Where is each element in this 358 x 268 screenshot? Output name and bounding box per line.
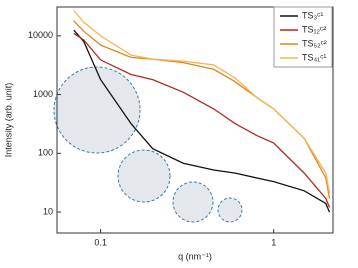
y-axis-label: Intensity (arb. unit)	[3, 83, 13, 158]
series-line	[73, 32, 331, 208]
y-tick-label: 100	[38, 148, 53, 158]
legend-label: TS₄₁ᶜ¹	[302, 52, 326, 62]
legend-label: TS₅₂ᶜ²	[302, 38, 327, 48]
y-tick-label: 10	[43, 206, 53, 216]
series-line	[73, 29, 331, 213]
y-tick-label: 10000	[28, 30, 53, 40]
x-tick-label: 0.1	[94, 237, 107, 247]
y-tick-label: 1000	[33, 89, 53, 99]
legend-label: TS₁₂ᶜ²	[302, 24, 326, 34]
legend-label: TS₃ᶜ¹	[302, 10, 323, 20]
illustrations	[53, 66, 243, 223]
legend-box	[273, 6, 333, 68]
series-line	[73, 10, 331, 194]
x-tick-label: 1	[271, 237, 276, 247]
plot-frame	[56, 6, 334, 234]
x-axis-label: q (nm⁻¹)	[178, 251, 212, 261]
